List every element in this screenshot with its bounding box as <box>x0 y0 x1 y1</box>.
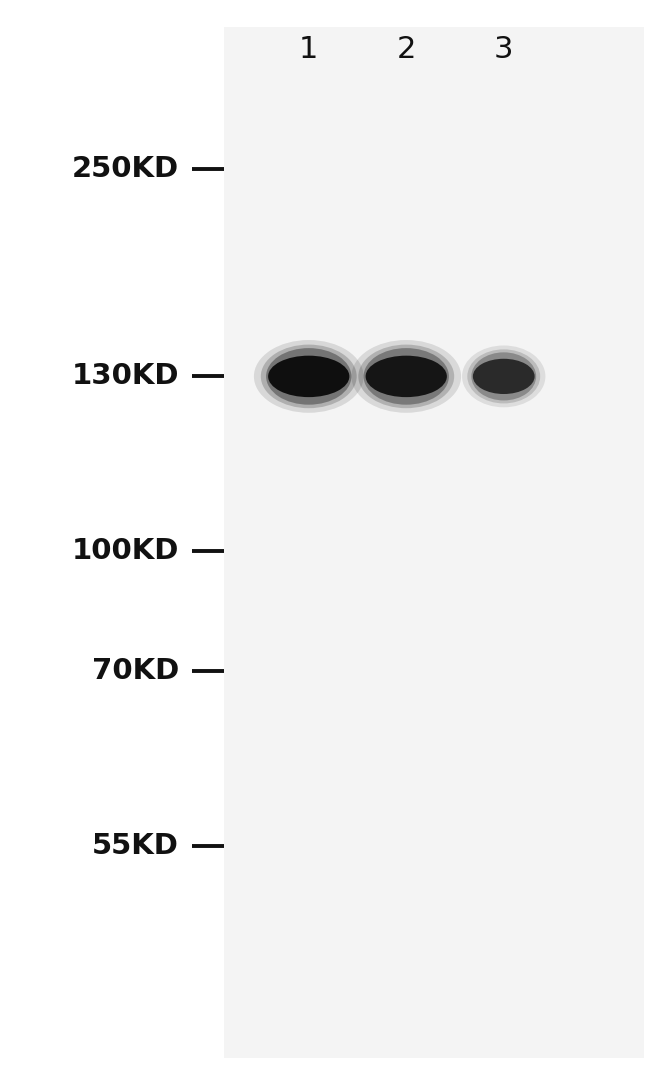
Ellipse shape <box>462 346 545 407</box>
Text: 100KD: 100KD <box>72 537 179 565</box>
Ellipse shape <box>266 348 352 405</box>
Ellipse shape <box>352 340 461 412</box>
Bar <box>224 27 644 1058</box>
Text: 1: 1 <box>299 35 318 63</box>
Text: 250KD: 250KD <box>72 155 179 183</box>
Ellipse shape <box>358 345 454 408</box>
Text: 130KD: 130KD <box>72 362 179 391</box>
Text: 3: 3 <box>494 35 514 63</box>
Text: 2: 2 <box>396 35 416 63</box>
Ellipse shape <box>268 356 350 397</box>
Ellipse shape <box>261 345 357 408</box>
Ellipse shape <box>254 340 363 412</box>
Ellipse shape <box>471 352 536 400</box>
Ellipse shape <box>467 349 540 404</box>
Text: 70KD: 70KD <box>92 657 179 685</box>
Ellipse shape <box>363 348 449 405</box>
Ellipse shape <box>473 359 534 394</box>
Ellipse shape <box>365 356 447 397</box>
Bar <box>0 27 224 1058</box>
Text: 55KD: 55KD <box>92 831 179 860</box>
